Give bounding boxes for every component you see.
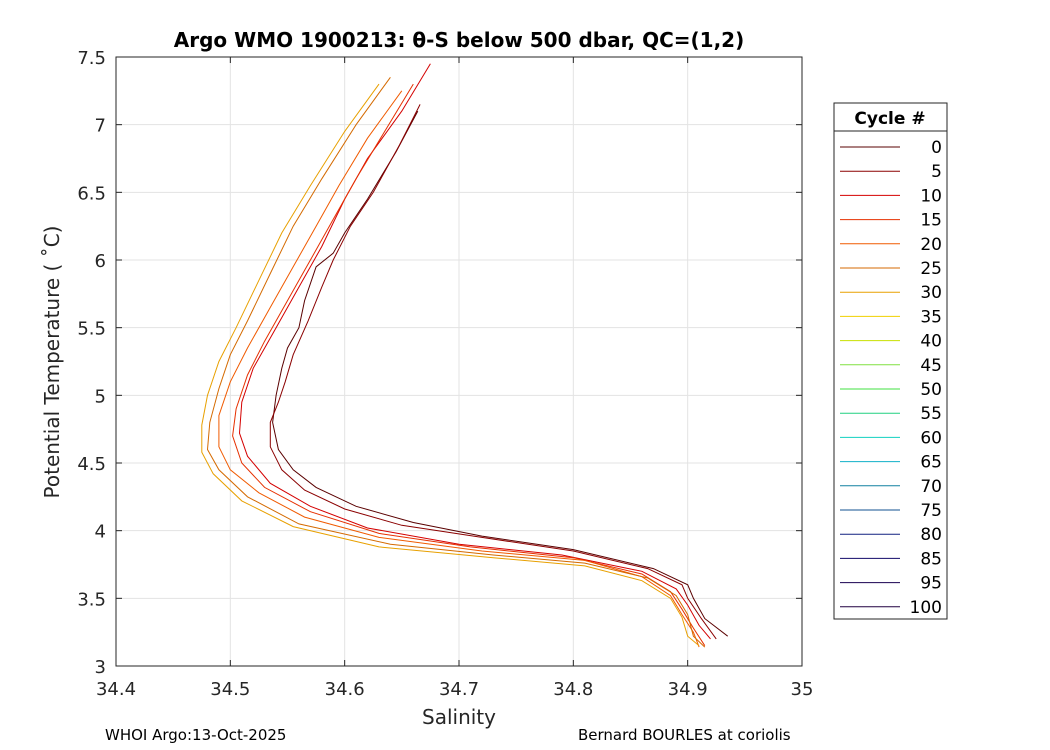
y-tick-label: 6 [95, 251, 106, 272]
legend-label: 85 [920, 549, 942, 569]
x-tick-label: 34.6 [325, 679, 365, 700]
x-tick-label: 34.4 [96, 679, 136, 700]
legend-label: 10 [920, 186, 942, 206]
legend-label: 55 [920, 404, 942, 424]
x-tick-label: 34.5 [210, 679, 250, 700]
y-tick-label: 3 [95, 657, 106, 678]
legend-label: 15 [920, 211, 942, 231]
legend-label: 95 [920, 574, 942, 594]
footer-left: WHOI Argo:13-Oct-2025 [105, 726, 287, 744]
footer-right: Bernard BOURLES at coriolis [578, 726, 791, 744]
series-layer [201, 63, 729, 648]
legend-label: 100 [910, 598, 942, 618]
x-tick-label: 35 [791, 679, 814, 700]
x-tick-label: 34.8 [553, 679, 593, 700]
legend-label: 80 [920, 525, 942, 545]
y-tick-label: 6.5 [77, 183, 106, 204]
y-tick-label: 7.5 [77, 48, 106, 69]
x-ticks: 34.4 34.5 34.6 34.7 34.8 34.9 35 [96, 57, 813, 700]
series-line-cycle-10 [238, 63, 711, 640]
legend-label: 75 [920, 501, 942, 521]
y-tick-label: 3.5 [77, 589, 106, 610]
legend-title: Cycle # [854, 109, 925, 129]
y-axis-label: Potential Temperature ( ˚C) [40, 226, 64, 499]
legend-items: 0 5 10 15 20 25 30 35 40 45 50 55 60 65 70 75 80 85 95 100 [840, 138, 942, 618]
series-line-cycle-20 [218, 90, 700, 648]
y-tick-label: 4 [95, 522, 106, 543]
chart-title: Argo WMO 1900213: θ-S below 500 dbar, QC… [174, 28, 744, 52]
x-axis-label: Salinity [422, 705, 496, 729]
legend-label: 0 [931, 138, 942, 158]
series-line-cycle-15 [232, 83, 706, 646]
series-line-cycle-30 [201, 83, 700, 647]
y-tick-label: 5 [95, 386, 106, 407]
x-tick-label: 34.7 [439, 679, 479, 700]
x-tick-label: 34.9 [668, 679, 708, 700]
legend-label: 35 [920, 307, 942, 327]
legend-label: 25 [920, 259, 942, 279]
series-line-cycle-25 [206, 77, 706, 648]
series-line-cycle-0 [272, 110, 729, 637]
legend-label: 20 [920, 235, 942, 255]
legend-label: 65 [920, 453, 942, 473]
legend-label: 50 [920, 380, 942, 400]
y-tick-label: 7 [95, 116, 106, 137]
legend-label: 5 [931, 162, 942, 182]
legend-box [833, 102, 948, 620]
y-tick-label: 4.5 [77, 454, 106, 475]
legend: Cycle # 0 5 10 15 20 25 30 35 40 45 50 55 60 65 70 75 80… [833, 102, 948, 620]
legend-label: 30 [920, 283, 942, 303]
y-tick-label: 5.5 [77, 319, 106, 340]
legend-label: 70 [920, 477, 942, 497]
legend-label: 45 [920, 356, 942, 376]
legend-label: 60 [920, 428, 942, 448]
y-ticks: 3 3.5 4 4.5 5 5.5 6 6.5 7 7.5 [77, 48, 802, 678]
legend-label: 40 [920, 332, 942, 352]
series-line-cycle-5 [269, 104, 717, 640]
